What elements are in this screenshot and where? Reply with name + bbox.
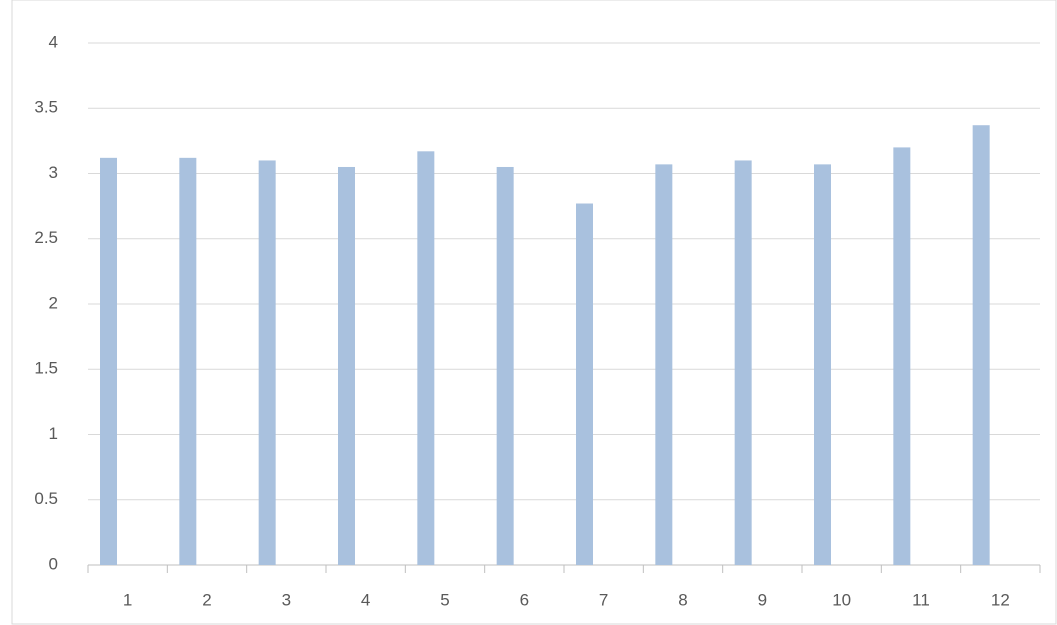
bar bbox=[734, 160, 752, 565]
y-tick-label: 3.5 bbox=[34, 98, 58, 117]
x-tick-label: 10 bbox=[832, 590, 851, 609]
bar bbox=[814, 164, 831, 566]
bar bbox=[417, 151, 435, 565]
y-tick-label: 4 bbox=[49, 32, 58, 51]
x-tick-label: 7 bbox=[599, 590, 608, 609]
x-tick-label: 11 bbox=[912, 590, 930, 609]
bar bbox=[972, 125, 990, 565]
y-tick-label: 0.5 bbox=[34, 489, 58, 508]
x-tick-label: 3 bbox=[282, 590, 291, 609]
bar bbox=[893, 147, 911, 565]
x-tick-label: 4 bbox=[361, 590, 370, 609]
x-tick-label: 8 bbox=[678, 590, 687, 609]
y-tick-label: 0 bbox=[49, 554, 58, 573]
bar bbox=[179, 157, 197, 565]
bar bbox=[100, 157, 117, 565]
y-tick-label: 1 bbox=[49, 424, 58, 443]
bar bbox=[576, 203, 593, 565]
chart-border bbox=[11, 0, 1057, 625]
y-tick-label: 2.5 bbox=[34, 228, 58, 247]
x-tick-label: 6 bbox=[520, 590, 529, 609]
y-tick-label: 3 bbox=[49, 163, 58, 182]
y-tick-label: 2 bbox=[49, 293, 58, 312]
x-tick-label: 9 bbox=[758, 590, 767, 609]
bar bbox=[496, 166, 514, 565]
y-tick-label: 1.5 bbox=[34, 359, 58, 378]
bar bbox=[258, 160, 276, 565]
x-tick-label: 12 bbox=[991, 590, 1010, 609]
x-tick-label: 2 bbox=[202, 590, 211, 609]
bar bbox=[655, 164, 673, 566]
x-tick-label: 5 bbox=[440, 590, 449, 609]
x-tick-label: 1 bbox=[123, 590, 132, 609]
bar bbox=[338, 166, 355, 565]
